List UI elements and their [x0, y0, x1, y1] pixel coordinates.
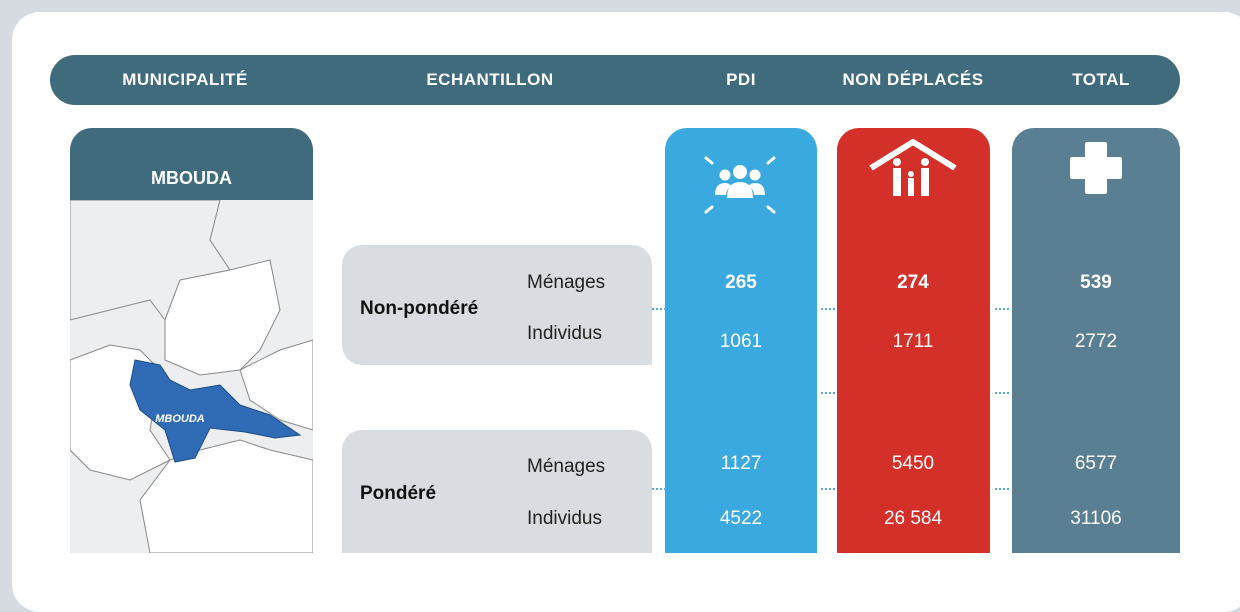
connector	[995, 488, 1009, 490]
row-label: Ménages	[527, 272, 606, 293]
column-header: TOTAL	[1072, 70, 1130, 89]
cell-value: 4522	[719, 508, 763, 529]
cell-value: 274	[897, 272, 929, 293]
cell-value: 1711	[892, 331, 934, 352]
row-label: Individus	[527, 508, 602, 529]
pdi-icon	[704, 156, 776, 214]
cell-value: 31106	[1070, 508, 1122, 529]
map: MBOUDA	[70, 200, 313, 553]
header-bar	[50, 55, 1180, 105]
column-header: NON DÉPLACÉS	[842, 70, 984, 89]
connector	[652, 308, 666, 310]
column-header: MUNICIPALITÉ	[122, 70, 248, 89]
pdi-column	[665, 128, 817, 553]
connector	[821, 308, 835, 310]
municipality-title: MBOUDA	[70, 128, 313, 200]
cell-value: 26 584	[883, 508, 943, 529]
connector	[995, 308, 1009, 310]
group-label: Non-pondéré	[360, 298, 479, 319]
cell-value: 2772	[1074, 331, 1118, 352]
non-deplaces-column	[837, 128, 990, 553]
row-label: Individus	[527, 323, 602, 344]
map-label: MBOUDA	[155, 413, 205, 425]
connector	[821, 392, 835, 394]
cell-value: 539	[1080, 272, 1112, 293]
connector	[821, 488, 835, 490]
cell-value: 1061	[719, 331, 763, 352]
connector	[652, 488, 666, 490]
group-label: Pondéré	[360, 483, 437, 504]
column-header: PDI	[726, 70, 756, 89]
map-region	[129, 359, 302, 463]
column-header: ECHANTILLON	[426, 70, 554, 89]
page: {"header": {"columns": ["MUNICIPALITÉ", …	[12, 12, 1240, 612]
map-card: MBOUDA MBOUDA	[70, 128, 313, 553]
cell-value: 265	[725, 272, 757, 293]
cell-value: 1127	[720, 453, 762, 474]
cell-value: 6577	[1074, 453, 1118, 474]
group-box	[342, 245, 652, 365]
cell-value: 5450	[891, 453, 935, 474]
row-label: Ménages	[527, 456, 606, 477]
total-icon	[1070, 142, 1122, 194]
non-deplaces-icon	[869, 139, 957, 196]
group-box	[342, 430, 652, 553]
connector	[995, 392, 1009, 394]
total-column	[1012, 128, 1180, 553]
